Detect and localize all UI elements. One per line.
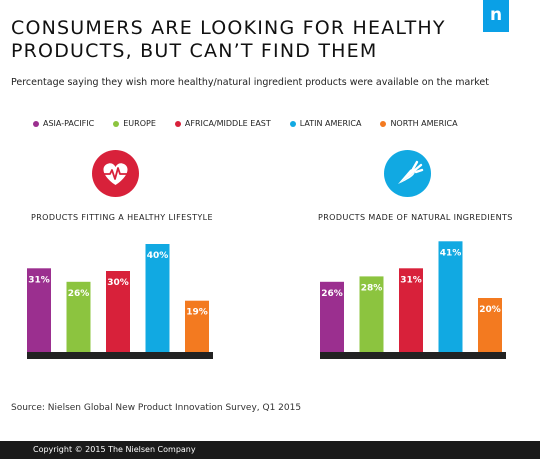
title-line-1: CONSUMERS ARE LOOKING FOR HEALTHY: [11, 17, 446, 39]
bar-africa-middle-east: [106, 271, 130, 352]
bar-asia-pacific: [27, 268, 51, 352]
bar-value-label: 31%: [400, 275, 422, 285]
bar-value-label: 31%: [28, 275, 50, 285]
bar-value-label: 41%: [440, 248, 462, 258]
bar-value-label: 40%: [147, 251, 169, 261]
bar-value-label: 26%: [321, 289, 343, 299]
legend-item-asia-pacific: ASIA-PACIFIC: [33, 119, 94, 128]
bar-value-label: 26%: [68, 289, 90, 299]
legend-label: ASIA-PACIFIC: [43, 119, 95, 128]
legend-label: LATIN AMERICA: [299, 119, 362, 128]
legend-swatch: [380, 120, 387, 127]
bar-europe: [359, 276, 384, 352]
legend: ASIA-PACIFIC EUROPE AFRICA/MIDDLE EAST L…: [33, 119, 458, 128]
baseline: [320, 352, 506, 359]
legend-item-north-america: NORTH AMERICA: [380, 119, 458, 128]
legend-label: AFRICA/MIDDLE EAST: [184, 119, 271, 128]
nielsen-logo: n: [483, 0, 509, 32]
baseline: [27, 352, 213, 359]
subtitle: Percentage saying they wish more healthy…: [11, 77, 489, 88]
legend-item-latin-america: LATIN AMERICA: [289, 119, 362, 128]
legend-swatch: [33, 120, 39, 127]
title-line-2: PRODUCTS, BUT CAN’T FIND THEM: [11, 40, 378, 62]
legend-swatch: [174, 120, 181, 127]
bar-asia-pacific: [320, 281, 344, 352]
legend-item-europe: EUROPE: [113, 119, 156, 128]
legend-item-africa-middle-east: AFRICA/MIDDLE EAST: [174, 119, 271, 128]
bar-africa-middle-east: [399, 268, 423, 352]
legend-swatch: [289, 120, 296, 127]
page-title: CONSUMERS ARE LOOKING FOR HEALTHY PRODUC…: [11, 17, 451, 63]
carrot-icon: [384, 150, 431, 197]
legend-label: NORTH AMERICA: [390, 119, 458, 128]
bar-north-america: [185, 300, 209, 352]
bar-europe: [66, 281, 91, 352]
footer-bar: Copyright © 2015 The Nielsen Company: [0, 441, 540, 459]
copyright-text: Copyright © 2015 The Nielsen Company: [33, 445, 196, 454]
bar-latin-america: [145, 244, 170, 352]
heart-pulse-icon: [92, 150, 139, 197]
bar-latin-america: [438, 241, 463, 352]
legend-swatch: [113, 120, 120, 127]
bar-value-label: 30%: [107, 278, 129, 288]
bar-value-label: 28%: [361, 283, 383, 293]
source-note: Source: Nielsen Global New Product Innov…: [11, 403, 302, 413]
bar-value-label: 19%: [186, 308, 208, 318]
bar-value-label: 20%: [479, 305, 501, 315]
chart-title-natural-ingredients: PRODUCTS MADE OF NATURAL INGREDIENTS: [318, 213, 513, 222]
chart-title-healthy-lifestyle: PRODUCTS FITTING A HEALTHY LIFESTYLE: [31, 213, 213, 222]
bar-north-america: [478, 298, 502, 352]
legend-label: EUROPE: [123, 119, 156, 128]
